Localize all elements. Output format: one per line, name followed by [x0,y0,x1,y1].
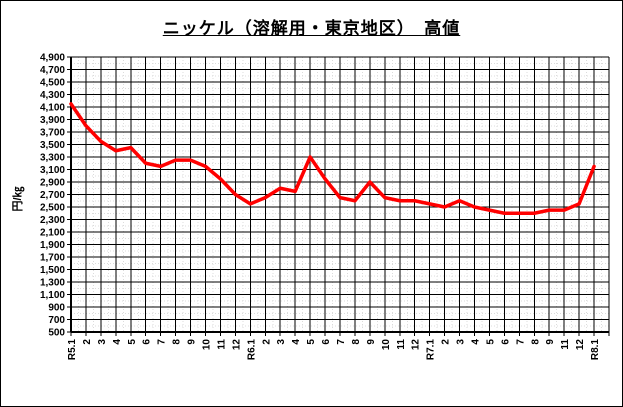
chart-title: ニッケル（溶解用・東京地区） 高値 [162,19,461,38]
x-tick-label: 3 [456,339,467,345]
y-tick-label: 2,900 [40,178,65,189]
x-tick-label: 3 [276,339,287,345]
x-tick-label: 7 [157,339,168,345]
y-tick-label: 4,900 [40,53,65,64]
y-tick-label: 1,700 [40,253,65,264]
x-tick-label: 12 [231,339,242,351]
x-tick-label: 11 [560,339,571,350]
x-tick-label: 9 [545,339,556,345]
x-tick-label: R8.1 [590,339,601,361]
x-tick-label: R5.1 [67,339,78,361]
x-tick-label: 12 [575,339,586,351]
y-tick-label: 1,500 [40,265,65,276]
y-tick-label: 3,700 [40,128,65,139]
x-tick-label: 10 [202,339,213,351]
y-tick-label: 1,900 [40,240,65,251]
x-tick-label: R6.1 [246,339,257,361]
x-tick-label: 12 [411,339,422,351]
x-tick-label: 3 [97,339,108,345]
x-tick-label: 9 [366,339,377,345]
y-tick-label: 500 [48,328,65,339]
x-tick-label: 2 [441,339,452,345]
y-tick-label: 4,100 [40,103,65,114]
x-tick-label: 7 [515,339,526,345]
tick-marks [67,56,610,336]
x-tick-label: 8 [172,339,183,345]
x-tick-label: 2 [82,339,93,345]
x-tick-label: 11 [396,339,407,350]
x-tick-label: 8 [530,339,541,345]
x-tick-label: 9 [187,339,198,345]
y-tick-label: 4,300 [40,90,65,101]
y-tick-label: 3,900 [40,115,65,126]
y-tick-label: 1,100 [40,290,65,301]
x-tick-label: 4 [291,339,302,345]
y-tick-label: 2,300 [40,215,65,226]
y-tick-label: 2,100 [40,228,65,239]
x-tick-label: R7.1 [426,339,437,361]
x-tick-label: 5 [306,339,317,345]
x-tick-label: 8 [351,339,362,345]
x-tick-label: 6 [321,339,332,345]
y-tick-label: 3,500 [40,140,65,151]
y-tick-label: 3,300 [40,153,65,164]
x-tick-label: 10 [381,339,392,351]
y-tick-label: 700 [48,315,65,326]
y-tick-label: 2,500 [40,203,65,214]
y-tick-label: 900 [48,303,65,314]
y-tick-label: 1,300 [40,278,65,289]
y-tick-label: 3,100 [40,165,65,176]
x-tick-label: 5 [485,339,496,345]
major-gridlines [70,56,610,333]
x-tick-label: 11 [216,339,227,350]
price-line-series [69,102,596,215]
y-tick-label: 2,700 [40,190,65,201]
x-tick-label: 6 [500,339,511,345]
x-tick-label: 4 [471,339,482,345]
y-tick-label: 4,700 [40,65,65,76]
x-tick-label: 5 [127,339,138,345]
x-tick-label: 4 [112,339,123,345]
x-tick-label: 2 [261,339,272,345]
x-tick-label: 7 [336,339,347,345]
y-tick-label: 4,500 [40,78,65,89]
x-tick-label: 6 [142,339,153,345]
